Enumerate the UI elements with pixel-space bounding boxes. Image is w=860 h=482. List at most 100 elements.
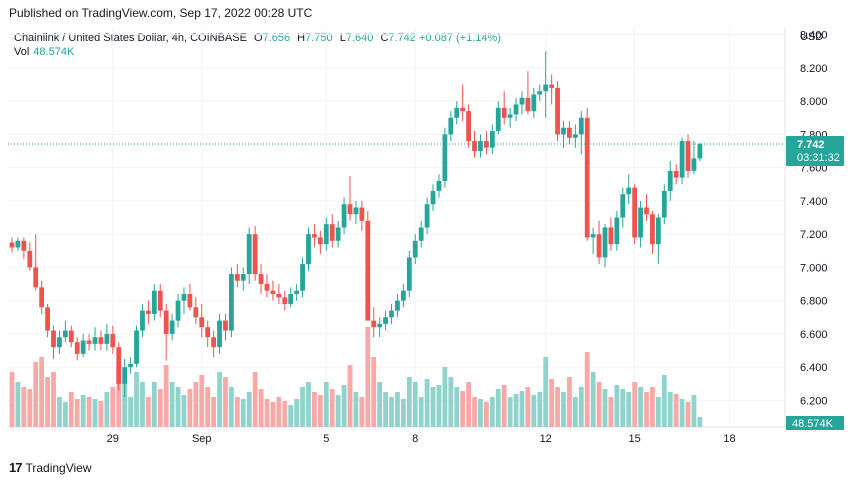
volume-bar [507,397,513,427]
candle-body [193,307,199,318]
volume-bar [74,399,80,427]
candle-body [312,234,317,238]
candle-body [377,323,383,328]
candle-body [454,107,460,118]
volume-bar [104,392,110,427]
volume-bar [193,382,199,427]
y-tick-label: 7.200 [800,229,828,241]
published-note: Published on TradingView.com, Sep 17, 20… [9,6,313,20]
volume-bar [697,417,703,427]
volume-bar [673,394,679,427]
volume-bar [134,372,139,427]
volume-bar [371,357,377,427]
volume-bar [86,397,92,427]
volume-bar [317,395,323,427]
volume-bar [395,392,400,427]
volume-bar [406,377,412,427]
volume-bar [140,382,145,427]
volume-bar [39,357,45,427]
volume-bar [276,397,282,427]
y-tick-label: 6.200 [800,395,828,407]
candle-body [140,310,145,331]
volume-bar [205,387,211,427]
volume-bar [45,377,50,427]
symbol-legend: Chainlink / United States Dollar, 4h, CO… [14,32,501,44]
tradingview-logo-icon: 17 [9,460,23,475]
candle-body [608,227,614,245]
volume-badge [786,416,844,430]
volume-bar [572,397,578,427]
candle-body [661,190,667,218]
candle-body [644,207,649,215]
candle-body [252,234,258,275]
volume-bar [638,387,643,427]
volume-bar [484,402,489,427]
volume-bar [335,395,341,427]
candle-body [33,267,39,288]
volume-bar [596,382,602,427]
candle-body [229,274,234,331]
candle-body [561,127,566,135]
volume-bar [68,392,74,427]
candle-body [270,290,276,294]
volume-bar [229,387,234,427]
y-tick-label: 7.800 [800,129,828,141]
volume-bar [519,391,525,427]
candle-body [620,194,626,218]
candle-body [323,224,329,245]
volume-bar [122,382,128,427]
candle-body [513,104,519,115]
volume-bar [561,392,566,427]
volume-bar [400,399,406,427]
candle-body [353,207,359,215]
volume-bar [667,392,673,427]
candle-body [430,190,436,205]
x-tick-label: 29 [107,433,119,445]
volume-bar [525,387,531,427]
candle-body [602,227,608,258]
volume-bar [679,399,685,427]
volume-bar [489,397,495,427]
volume-bar [590,372,596,427]
candle-body [365,220,371,321]
volume-bar [578,387,584,427]
x-tick-label: 15 [629,433,641,445]
volume-bar [531,395,537,427]
volume-bar [270,402,276,427]
volume-bar [478,399,483,427]
candle-body [667,170,673,191]
candle-body [525,97,531,112]
volume-bar [264,399,270,427]
volume-bar [51,372,56,427]
candle-body [626,187,632,195]
candle-body [51,330,56,348]
candle-body [98,337,104,344]
volume-bar [418,397,424,427]
candle-body [15,240,21,248]
volume-bar [501,385,507,427]
candle-body [45,307,50,331]
volume-bar [359,397,365,427]
y-tick-label: 6.600 [800,329,828,341]
candle-body [104,333,110,344]
candle-body [578,117,584,135]
candle-body [572,134,578,138]
volume-bar [312,392,317,427]
y-axis-unit: USD [800,31,823,43]
candle-body [673,170,679,178]
candle-body [489,131,495,148]
candle-body [549,84,555,88]
candle-body [300,264,305,291]
candle-body [306,234,311,265]
close-label: C [380,32,389,44]
candle-body [501,107,507,118]
volume-bar [181,395,187,427]
candle-body [650,214,655,245]
candle-body [9,242,15,248]
symbol-title[interactable]: Chainlink / United States Dollar, 4h, CO… [14,32,247,44]
candle-body [406,257,412,291]
volume-bar [567,377,572,427]
x-tick-label: 18 [723,433,735,445]
